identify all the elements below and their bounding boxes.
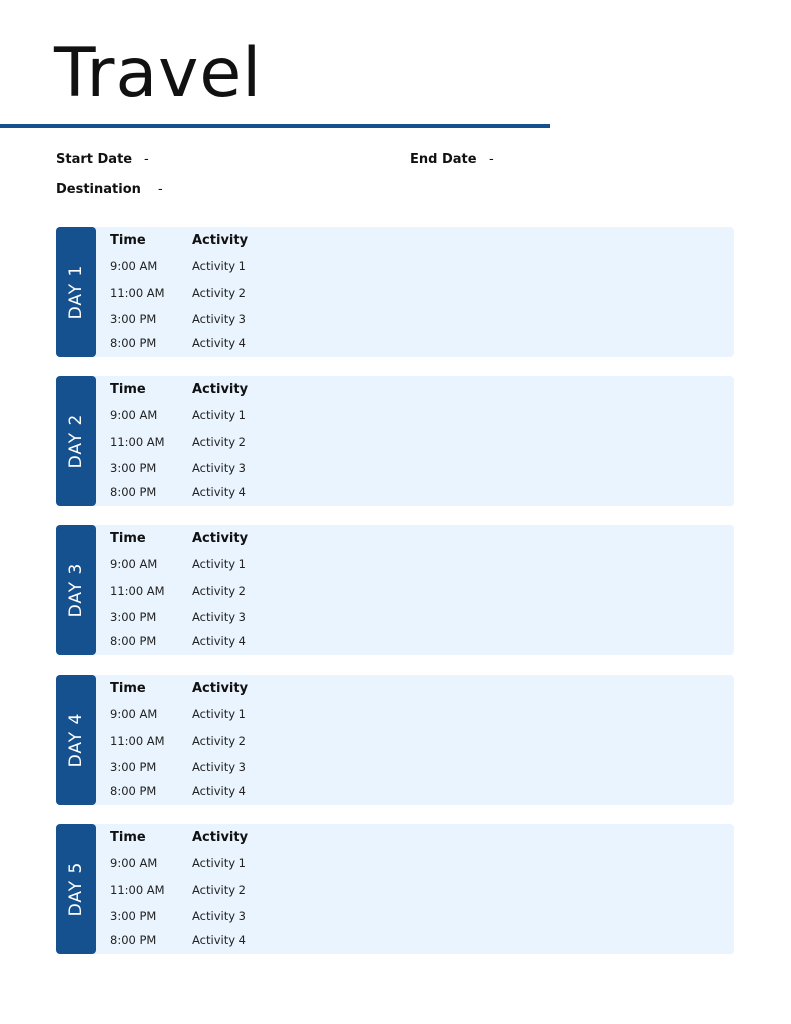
activity-cell: Activity 4	[192, 933, 246, 947]
time-cell: 9:00 AM	[110, 408, 158, 422]
activity-header: Activity	[192, 382, 249, 397]
activity-cell: Activity 2	[192, 435, 246, 449]
time-header: Time	[110, 681, 146, 696]
end-date-value[interactable]: -	[489, 152, 494, 167]
time-cell: 3:00 PM	[110, 909, 157, 923]
destination-label: Destination	[56, 182, 141, 197]
activity-cell: Activity 1	[192, 557, 246, 571]
day-label: DAY 3	[66, 562, 86, 618]
activity-cell: Activity 3	[192, 461, 246, 475]
activity-header: Activity	[192, 681, 249, 696]
day-tab: DAY 3	[56, 525, 96, 655]
activity-header: Activity	[192, 830, 249, 845]
time-cell: 9:00 AM	[110, 557, 158, 571]
day-section: DAY 2 Time Activity 9:00 AM Activity 1 11:…	[56, 376, 734, 506]
activity-cell: Activity 4	[192, 485, 246, 499]
end-date-label: End Date	[410, 152, 477, 167]
activity-cell: Activity 3	[192, 312, 246, 326]
day-tab: DAY 5	[56, 824, 96, 954]
activity-cell: Activity 1	[192, 707, 246, 721]
day-tab: DAY 2	[56, 376, 96, 506]
page-title: Travel	[54, 34, 263, 113]
activity-cell: Activity 1	[192, 259, 246, 273]
time-cell: 9:00 AM	[110, 856, 158, 870]
time-cell: 3:00 PM	[110, 461, 157, 475]
activity-cell: Activity 4	[192, 336, 246, 350]
start-date-label: Start Date	[56, 152, 133, 167]
day-label: DAY 5	[66, 861, 86, 917]
activity-cell: Activity 4	[192, 634, 246, 648]
day-section: DAY 3 Time Activity 9:00 AM Activity 1 11:…	[56, 525, 734, 655]
activity-cell: Activity 2	[192, 584, 246, 598]
start-date-value[interactable]: -	[144, 152, 149, 167]
activity-cell: Activity 2	[192, 883, 246, 897]
day-section: DAY 1 Time Activity 9:00 AM Activity 1 11:…	[56, 227, 734, 357]
time-header: Time	[110, 830, 146, 845]
time-header: Time	[110, 233, 146, 248]
time-cell: 11:00 AM	[110, 883, 165, 897]
day-section: DAY 5 Time Activity 9:00 AM Activity 1 11:…	[56, 824, 734, 954]
time-cell: 9:00 AM	[110, 259, 158, 273]
time-cell: 8:00 PM	[110, 336, 157, 350]
activity-cell: Activity 2	[192, 286, 246, 300]
day-label: DAY 2	[66, 413, 86, 469]
time-cell: 11:00 AM	[110, 734, 165, 748]
time-cell: 8:00 PM	[110, 933, 157, 947]
time-cell: 3:00 PM	[110, 312, 157, 326]
time-cell: 9:00 AM	[110, 707, 158, 721]
destination-value[interactable]: -	[158, 182, 163, 197]
time-cell: 11:00 AM	[110, 435, 165, 449]
day-tab: DAY 1	[56, 227, 96, 357]
day-label: DAY 4	[66, 712, 86, 768]
activity-cell: Activity 2	[192, 734, 246, 748]
time-cell: 8:00 PM	[110, 485, 157, 499]
time-cell: 3:00 PM	[110, 610, 157, 624]
time-header: Time	[110, 382, 146, 397]
time-cell: 11:00 AM	[110, 584, 165, 598]
activity-cell: Activity 1	[192, 408, 246, 422]
time-cell: 3:00 PM	[110, 760, 157, 774]
day-tab: DAY 4	[56, 675, 96, 805]
title-divider	[0, 124, 550, 128]
time-cell: 8:00 PM	[110, 784, 157, 798]
activity-header: Activity	[192, 233, 249, 248]
activity-cell: Activity 4	[192, 784, 246, 798]
activity-cell: Activity 3	[192, 760, 246, 774]
time-cell: 11:00 AM	[110, 286, 165, 300]
day-label: DAY 1	[66, 264, 86, 320]
activity-cell: Activity 3	[192, 610, 246, 624]
time-cell: 8:00 PM	[110, 634, 157, 648]
time-header: Time	[110, 531, 146, 546]
activity-cell: Activity 1	[192, 856, 246, 870]
activity-cell: Activity 3	[192, 909, 246, 923]
day-section: DAY 4 Time Activity 9:00 AM Activity 1 11:…	[56, 675, 734, 805]
activity-header: Activity	[192, 531, 249, 546]
